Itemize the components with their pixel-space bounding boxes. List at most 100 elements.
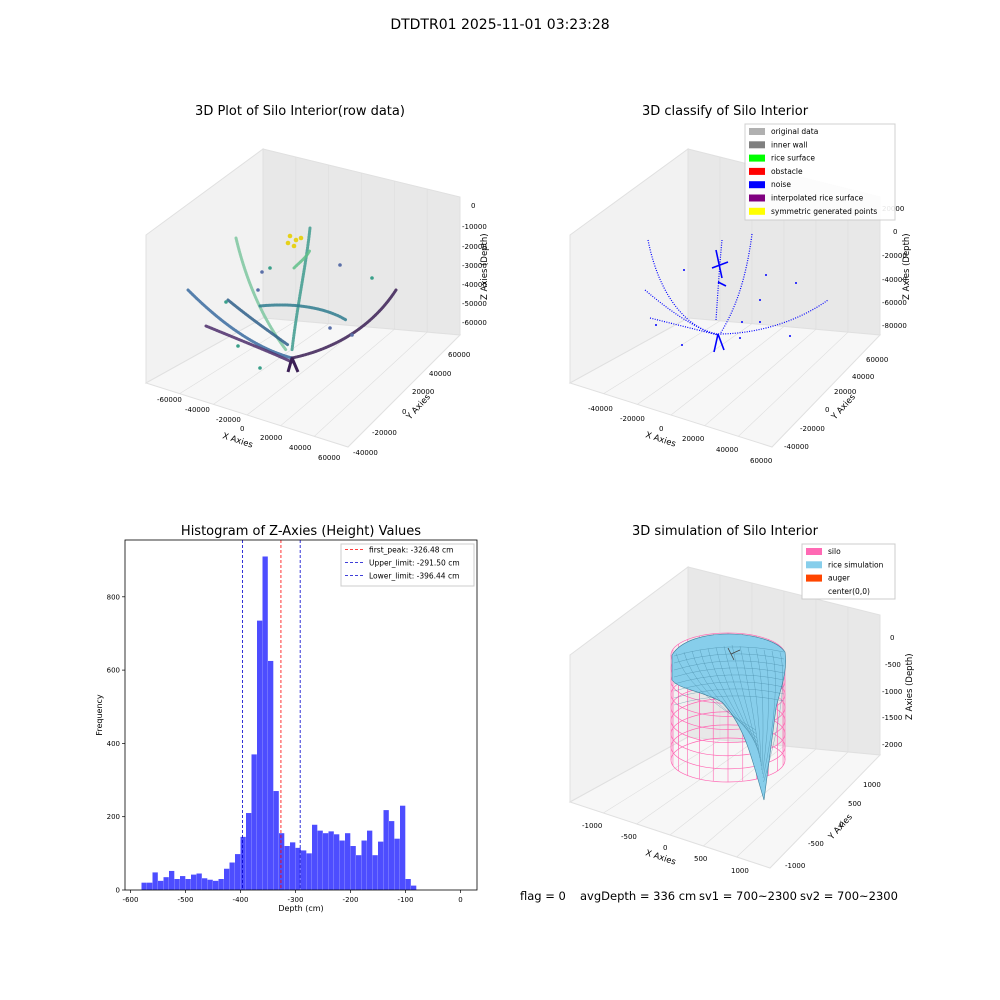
noise-point [683,269,685,271]
histogram-bar [323,833,329,890]
raw-z-tick: -20000 [462,243,487,251]
grid-line [636,742,753,825]
raw-point-arc [292,248,312,270]
histogram-bar [152,872,158,890]
grid-line [703,748,817,847]
raw-point [370,276,374,280]
simulation-z-tick: -1500 [882,714,902,722]
histogram-y-tick: 600 [107,667,120,675]
simulation-legend-swatch [806,587,822,595]
histogram-bar [301,850,307,890]
classify-legend-swatch [749,141,765,149]
classify-y-tick: -20000 [800,425,825,433]
simulation-legend-swatch [806,548,822,555]
rice-mesh-line [673,646,785,657]
footer-sv1: sv1 = 700~2300 [699,889,797,903]
histogram-bar [141,882,147,890]
classify-legend-label: original data [771,127,818,136]
histogram-x-tick: -600 [123,896,139,904]
histogram-bars [141,556,417,890]
noise-point-arc [715,239,723,321]
simulation-legend-label: silo [828,547,841,556]
raw-point [236,344,240,348]
raw-x-tick: 0 [240,425,244,433]
grid-line [704,329,817,426]
raw-y-tick: -40000 [353,449,378,457]
histogram-bar [257,620,263,890]
classify-legend-label: inner wall [771,140,808,149]
rice-mesh-line [723,646,760,755]
classify-z-tick: -40000 [882,276,907,284]
simulation-x-label: X Axies [644,848,677,867]
raw-point-arc [226,298,290,347]
histogram-x-tick: -100 [398,896,414,904]
classify-z-tick: 0 [893,228,897,236]
simulation-x-tick: 1000 [731,867,749,875]
classify-y-tick: 0 [825,406,829,414]
simulation-y-tick: -500 [808,840,824,848]
histogram-bar [356,855,362,890]
histogram-bar [312,824,318,890]
raw-z-tick: -10000 [462,223,487,231]
classify-x-tick: -20000 [620,415,645,423]
rice-simulation-surface [671,633,786,801]
grid-line [179,320,296,394]
classify-y-tick: -40000 [784,443,809,451]
simulation-y-label: Y Axies [826,812,855,843]
raw-point [291,243,297,249]
classify-legend-label: obstacle [771,167,803,176]
histogram-bar [273,791,279,890]
histogram-bar [191,874,197,890]
histogram-bar [284,846,290,890]
classify-z-tick: -60000 [882,299,907,307]
noise-point [739,337,741,339]
simulation-y-tick: 0 [839,821,843,829]
classify-noise-series [644,233,829,353]
simulation-legend-swatch [806,561,822,569]
histogram-bar [383,810,389,890]
rice-mesh-line [755,648,764,771]
histogram-x-tick: -200 [343,896,359,904]
raw-point [298,235,304,241]
simulation-plot-title: 3D simulation of Silo Interior [632,524,818,539]
rice-mesh-line [747,647,762,767]
histogram-bar [405,879,411,890]
grid-line [314,331,428,437]
rice-surface-mesh [673,644,785,783]
raw-grid [179,157,428,437]
noise-point [681,344,683,346]
raw-point [287,233,293,239]
simulation-legend: silo rice simulation auger center(0,0) [801,543,896,600]
histogram-bar [378,841,384,890]
classify-legend-swatch [749,194,765,202]
histogram-bar [268,660,274,890]
grid-line [736,751,849,858]
raw-y-tick: 20000 [412,388,434,396]
grid-line [738,331,849,437]
simulation-z-tick: 0 [890,634,894,642]
histogram-vlines [242,540,301,890]
histogram-bar [246,813,252,890]
grid-line [213,323,329,405]
classify-y-tick: 20000 [834,388,856,396]
classify-y-tick: 60000 [866,356,888,364]
raw-x-tick: 20000 [260,434,282,442]
raw-x-tick: -60000 [157,396,182,404]
histogram-x-ticks: -600 -500 -400 -300 -200 -100 0 [123,890,463,904]
histogram-bar [202,878,208,890]
raw-point [350,333,354,337]
classify-plot-title: 3D classify of Silo Interior [641,104,809,119]
raw-plot-title: 3D Plot of Silo Interior(row data) [195,104,405,119]
simulation-y-tick: 1000 [863,781,881,789]
footer-avg-depth: avgDepth = 336 cm [580,889,697,903]
grid-line [603,739,721,814]
histogram-bar [240,836,246,890]
histogram-legend-label: first_peak: -326.48 cm [369,546,453,555]
raw-point-arc [204,324,294,364]
noise-point-arc [719,233,753,335]
raw-x-tick: -20000 [216,416,241,424]
figure-title: DTDTR01 2025-11-01 03:23:28 [390,17,610,33]
histogram-bar [169,870,175,890]
